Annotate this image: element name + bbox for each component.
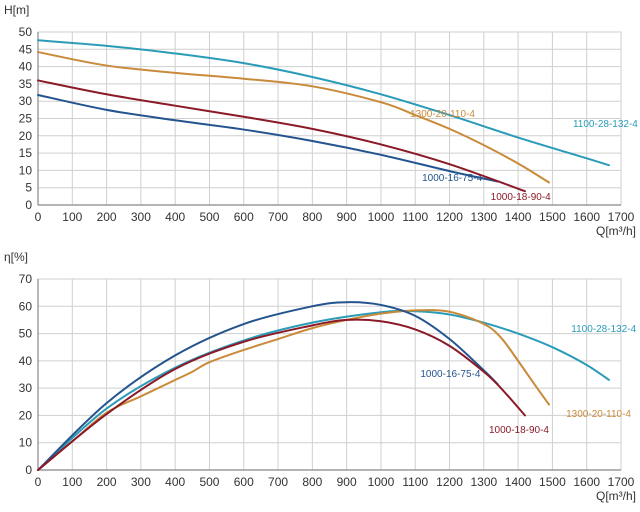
head-y-axis-label: H[m] [4, 3, 29, 17]
eff-y-tick-label: 30 [19, 381, 33, 395]
eff-y-tick-label: 40 [19, 354, 33, 368]
eff-series-label-1000-16-75-4: 1000-16-75-4 [420, 369, 480, 380]
head-x-tick-label: 1100 [402, 210, 428, 224]
eff-series-1000-18-90-4 [37, 318, 526, 471]
head-x-tick-label: 700 [268, 210, 288, 224]
eff-x-tick-label: 400 [165, 475, 185, 489]
head-y-tick-label: 45 [19, 42, 33, 56]
eff-series-label-1000-18-90-4: 1000-18-90-4 [489, 425, 549, 436]
head-x-tick-label: 1300 [470, 210, 497, 224]
head-y-tick-label: 30 [19, 94, 33, 108]
head-x-tick-label: 1600 [573, 210, 600, 224]
head-y-tick-label: 10 [19, 163, 33, 177]
eff-y-tick-label: 0 [25, 463, 32, 477]
eff-x-tick-label: 600 [234, 475, 254, 489]
head-y-tick-label: 40 [19, 60, 33, 74]
head-x-tick-label: 0 [35, 210, 42, 224]
eff-x-tick-label: 500 [199, 475, 219, 489]
head-x-tick-label: 1700 [608, 210, 635, 224]
eff-plot-area [37, 278, 622, 471]
head-x-tick-label: 800 [302, 210, 322, 224]
eff-x-tick-label: 1500 [539, 475, 566, 489]
eff-x-tick-label: 1000 [368, 475, 395, 489]
eff-x-tick-label: 100 [62, 475, 82, 489]
head-x-tick-label: 1000 [368, 210, 395, 224]
eff-y-tick-label: 20 [19, 408, 33, 422]
head-x-tick-label: 400 [165, 210, 185, 224]
eff-y-axis-label: η[%] [4, 250, 28, 264]
head-x-tick-label: 200 [97, 210, 117, 224]
head-x-tick-label: 1400 [505, 210, 532, 224]
head-series-1000-16-75-4 [37, 93, 499, 183]
head-series-label-1000-18-90-4: 1000-18-90-4 [491, 192, 551, 203]
eff-x-tick-label: 700 [268, 475, 288, 489]
head-x-tick-label: 900 [337, 210, 357, 224]
head-series-label-1100-28-132-4: 1100-28-132-4 [573, 119, 638, 130]
eff-x-tick-label: 300 [131, 475, 151, 489]
eff-series-1000-16-75-4 [37, 301, 499, 471]
head-series-label-1300-20-110-4: 1300-20-110-4 [410, 109, 475, 120]
eff-y-tick-label: 60 [19, 299, 33, 313]
eff-x-tick-label: 1400 [505, 475, 532, 489]
eff-series-1300-20-110-4 [37, 309, 550, 471]
head-y-tick-label: 20 [19, 129, 33, 143]
head-series-label-1000-16-75-4: 1000-16-75-4 [422, 173, 482, 184]
head-y-tick-label: 5 [25, 181, 32, 195]
head-y-tick-label: 50 [19, 25, 33, 39]
head-x-axis-label: Q[m³/h] [596, 224, 636, 238]
eff-x-tick-label: 1200 [436, 475, 463, 489]
head-x-tick-label: 600 [234, 210, 254, 224]
eff-y-tick-label: 10 [19, 436, 33, 450]
head-series-1100-28-132-4 [37, 39, 610, 167]
eff-x-tick-label: 1600 [573, 475, 600, 489]
head-x-tick-label: 100 [62, 210, 82, 224]
head-series-1000-18-90-4 [37, 79, 526, 193]
eff-y-tick-label: 70 [19, 272, 33, 286]
eff-x-tick-label: 900 [337, 475, 357, 489]
eff-x-tick-label: 1100 [402, 475, 428, 489]
head-x-tick-label: 300 [131, 210, 151, 224]
eff-y-tick-label: 50 [19, 327, 33, 341]
head-x-tick-label: 1500 [539, 210, 566, 224]
head-series-1300-20-110-4 [37, 51, 550, 184]
eff-x-tick-label: 1700 [608, 475, 635, 489]
eff-x-tick-label: 0 [35, 475, 42, 489]
head-x-tick-label: 500 [199, 210, 219, 224]
head-y-tick-label: 25 [19, 112, 33, 126]
head-y-tick-label: 35 [19, 77, 33, 91]
head-x-tick-label: 1200 [436, 210, 463, 224]
head-y-tick-label: 0 [25, 198, 32, 212]
eff-x-tick-label: 200 [97, 475, 117, 489]
eff-series-label-1100-28-132-4: 1100-28-132-4 [571, 324, 636, 335]
eff-x-tick-label: 800 [302, 475, 322, 489]
eff-series-label-1300-20-110-4: 1300-20-110-4 [566, 409, 631, 420]
eff-x-axis-label: Q[m³/h] [596, 489, 636, 503]
head-y-tick-label: 15 [19, 146, 33, 160]
eff-x-tick-label: 1300 [470, 475, 497, 489]
